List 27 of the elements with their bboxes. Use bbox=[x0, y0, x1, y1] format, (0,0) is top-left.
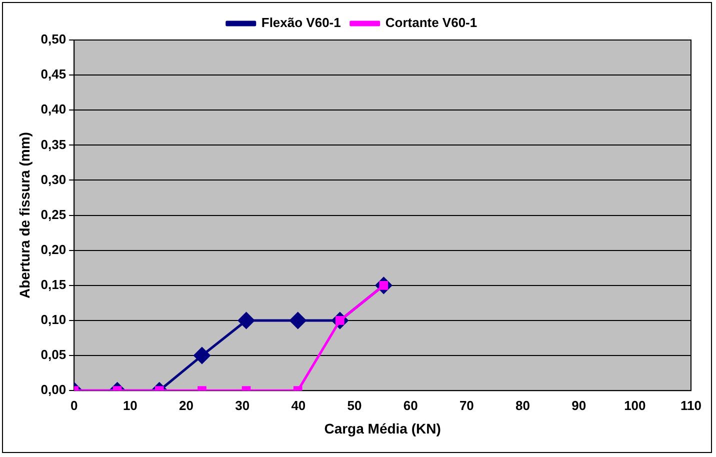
y-tick-label: 0,00 bbox=[40, 382, 66, 398]
y-tick-label: 0,45 bbox=[40, 66, 66, 82]
y-tick-label: 0,30 bbox=[40, 172, 66, 187]
x-tick-label: 90 bbox=[572, 398, 586, 413]
y-tick-label: 0,50 bbox=[40, 32, 66, 47]
y-tick-label: 0,05 bbox=[40, 347, 66, 362]
x-tick-label: 20 bbox=[179, 398, 194, 413]
x-tick-label: 40 bbox=[291, 398, 306, 413]
x-tick-label: 70 bbox=[459, 398, 474, 413]
x-tick-label: 100 bbox=[624, 398, 646, 413]
y-tick-label: 0,10 bbox=[40, 312, 66, 328]
x-tick-label: 50 bbox=[347, 398, 362, 413]
x-axis-title: Carga Média (KN) bbox=[324, 420, 441, 436]
y-tick-label: 0,20 bbox=[40, 242, 66, 257]
y-tick-label: 0,40 bbox=[40, 102, 66, 117]
x-tick-label: 0 bbox=[70, 398, 78, 413]
y-axis-title: Abertura de fissura (mm) bbox=[16, 132, 32, 299]
y-tick-label: 0,15 bbox=[40, 277, 66, 292]
x-tick-label: 80 bbox=[516, 398, 530, 413]
y-tick-label: 0,35 bbox=[40, 136, 66, 152]
x-tick-label: 10 bbox=[122, 398, 138, 413]
x-tick-label: 110 bbox=[680, 398, 702, 413]
y-tick-label: 0,25 bbox=[40, 206, 66, 222]
x-tick-label: 60 bbox=[403, 398, 418, 413]
x-tick-label: 30 bbox=[235, 398, 250, 413]
legend-label: Cortante V60-1 bbox=[385, 15, 478, 30]
legend-label: Flexão V60-1 bbox=[261, 15, 341, 30]
